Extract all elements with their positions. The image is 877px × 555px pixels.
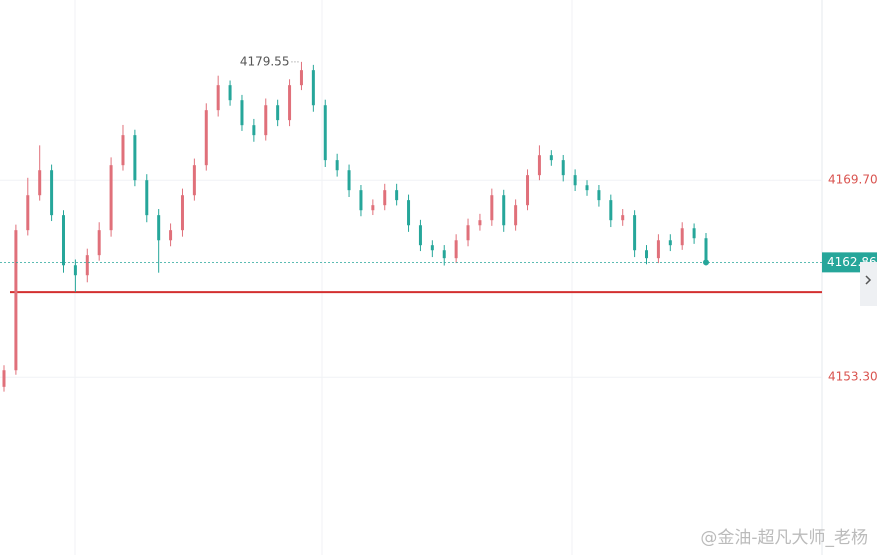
candle-body	[692, 228, 696, 239]
candle-body	[109, 165, 113, 231]
chevron[interactable]	[865, 275, 872, 285]
scroll-button-bg[interactable]	[860, 262, 877, 306]
candle-body	[276, 105, 280, 121]
candle-body	[204, 110, 208, 166]
last-price-dot	[703, 259, 709, 266]
candle-body	[359, 190, 363, 211]
candle-body	[502, 195, 506, 226]
candle-body	[454, 240, 458, 259]
candle-body	[323, 105, 327, 161]
scroll-button[interactable]	[860, 262, 877, 306]
candle-body	[585, 185, 589, 191]
candle-body	[430, 245, 434, 251]
candle-body	[704, 238, 708, 263]
candle-body	[442, 250, 446, 259]
candle-body	[645, 250, 649, 259]
candle-body	[609, 200, 613, 221]
watermark: @金油-超凡大师_老杨	[700, 528, 868, 548]
candle-body	[26, 195, 30, 231]
candle-body	[133, 135, 137, 181]
candle-body	[145, 180, 149, 216]
candle-body	[2, 370, 6, 387]
candle-body	[561, 160, 565, 176]
candle-body	[192, 165, 196, 196]
candle-body	[656, 240, 660, 259]
candle-body	[537, 155, 541, 176]
candle-body	[347, 170, 351, 191]
candle-body	[97, 230, 101, 256]
candle-body	[418, 225, 422, 246]
candle-body	[61, 215, 65, 266]
candle-body	[490, 195, 494, 221]
candle-body	[478, 220, 482, 226]
candle-body	[621, 215, 625, 221]
candle-body	[14, 230, 18, 371]
candle-body	[228, 85, 232, 101]
candle-body	[180, 195, 184, 231]
candle-body	[549, 155, 553, 161]
candle-body	[288, 85, 292, 121]
candle-body	[633, 215, 637, 251]
candle-body	[121, 135, 125, 166]
candle-body	[466, 225, 470, 241]
candle-body	[383, 190, 387, 206]
candle-body	[597, 190, 601, 201]
candle-body	[335, 160, 339, 171]
candle-body	[514, 205, 518, 226]
candle-body	[395, 190, 399, 201]
y-tick-label: 4153.30	[828, 370, 877, 384]
candle-body	[371, 205, 375, 211]
y-tick-label: 4169.70	[828, 173, 877, 187]
candle-body	[311, 70, 315, 106]
candle-body	[252, 125, 256, 136]
max-label: 4179.55	[240, 54, 290, 68]
candle-body	[299, 70, 303, 86]
candle-body	[680, 228, 684, 246]
candle-body	[526, 175, 530, 206]
candle-body	[240, 100, 244, 126]
candle-body	[216, 85, 220, 111]
candle-body	[407, 200, 411, 226]
candle-body	[573, 175, 577, 186]
candle-body	[85, 255, 89, 276]
candle-body	[264, 105, 268, 136]
candle-body	[38, 170, 42, 196]
candle-body	[668, 240, 672, 246]
candle-body	[50, 170, 54, 216]
candle-body	[169, 230, 173, 241]
candle-body	[73, 265, 77, 276]
candle-body	[157, 215, 161, 241]
